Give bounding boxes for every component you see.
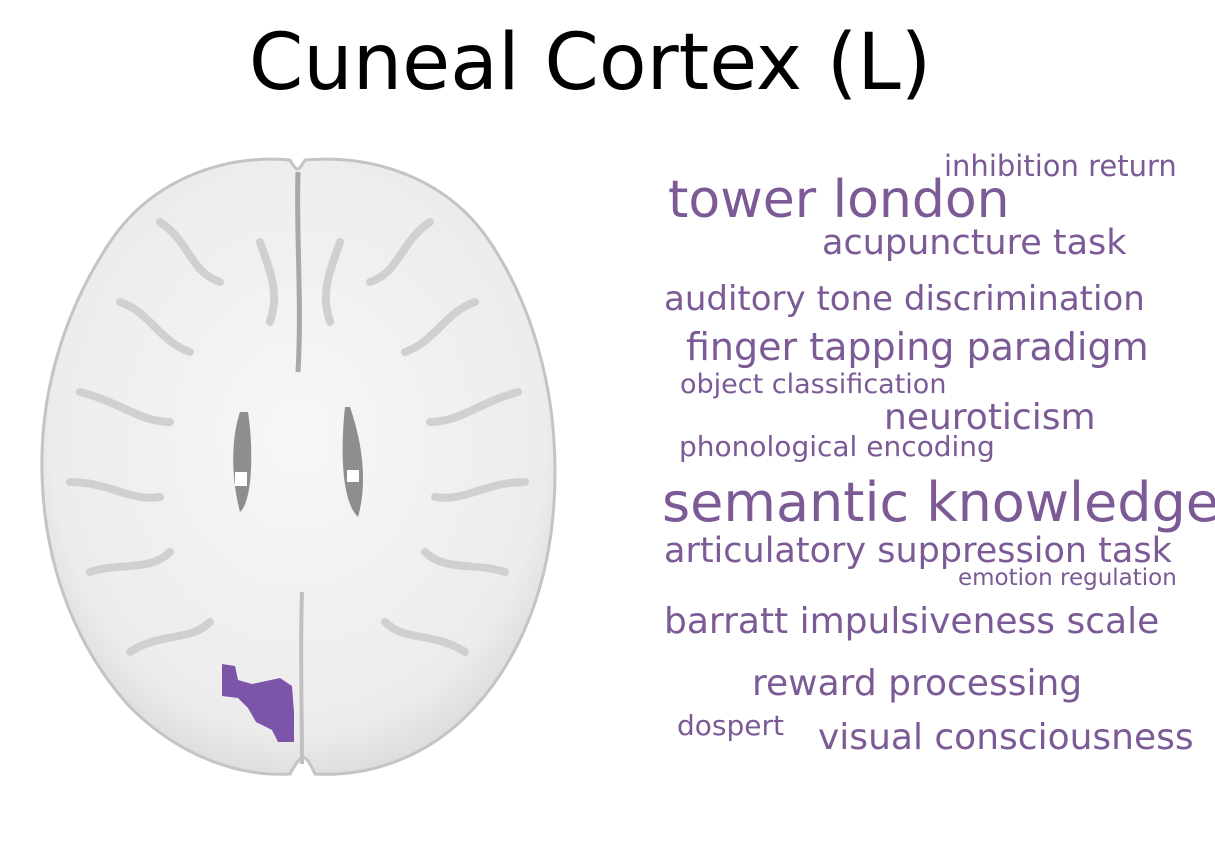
brain-slice-image: [40, 152, 560, 782]
word-cloud-term: auditory tone discrimination: [664, 279, 1145, 319]
posterior-midline: [299, 591, 304, 765]
word-cloud-term: phonological encoding: [679, 430, 995, 463]
word-cloud-term: visual consciousness: [818, 717, 1194, 758]
left-ventricle: [233, 412, 252, 512]
word-cloud-term: inhibition return: [944, 149, 1177, 183]
word-cloud-term: reward processing: [752, 663, 1083, 704]
right-ventricle: [342, 407, 364, 517]
word-cloud-term: finger tapping paradigm: [686, 325, 1149, 369]
word-cloud-term: tower london: [668, 170, 1010, 230]
word-cloud-term: barratt impulsiveness scale: [664, 601, 1160, 642]
word-cloud-term: dospert: [677, 709, 784, 742]
midline-fissure: [295, 171, 302, 373]
word-cloud-term: object classification: [680, 369, 947, 400]
word-cloud-term: neuroticism: [884, 397, 1096, 438]
axial-brain-slice-icon: [40, 157, 557, 776]
word-cloud-term: emotion regulation: [958, 565, 1177, 591]
ventricle-gap-right: [347, 470, 359, 482]
word-cloud-term: semantic knowledge: [662, 471, 1215, 534]
gyri-pattern: [66, 218, 529, 656]
word-cloud-term: acupuncture task: [822, 223, 1127, 263]
ventricle-gap-left: [235, 472, 247, 486]
word-cloud-term: articulatory suppression task: [664, 531, 1172, 571]
highlighted-region-cuneal-cortex: [222, 664, 294, 742]
brain-outline: [40, 157, 557, 776]
page-title: Cuneal Cortex (L): [248, 18, 932, 108]
